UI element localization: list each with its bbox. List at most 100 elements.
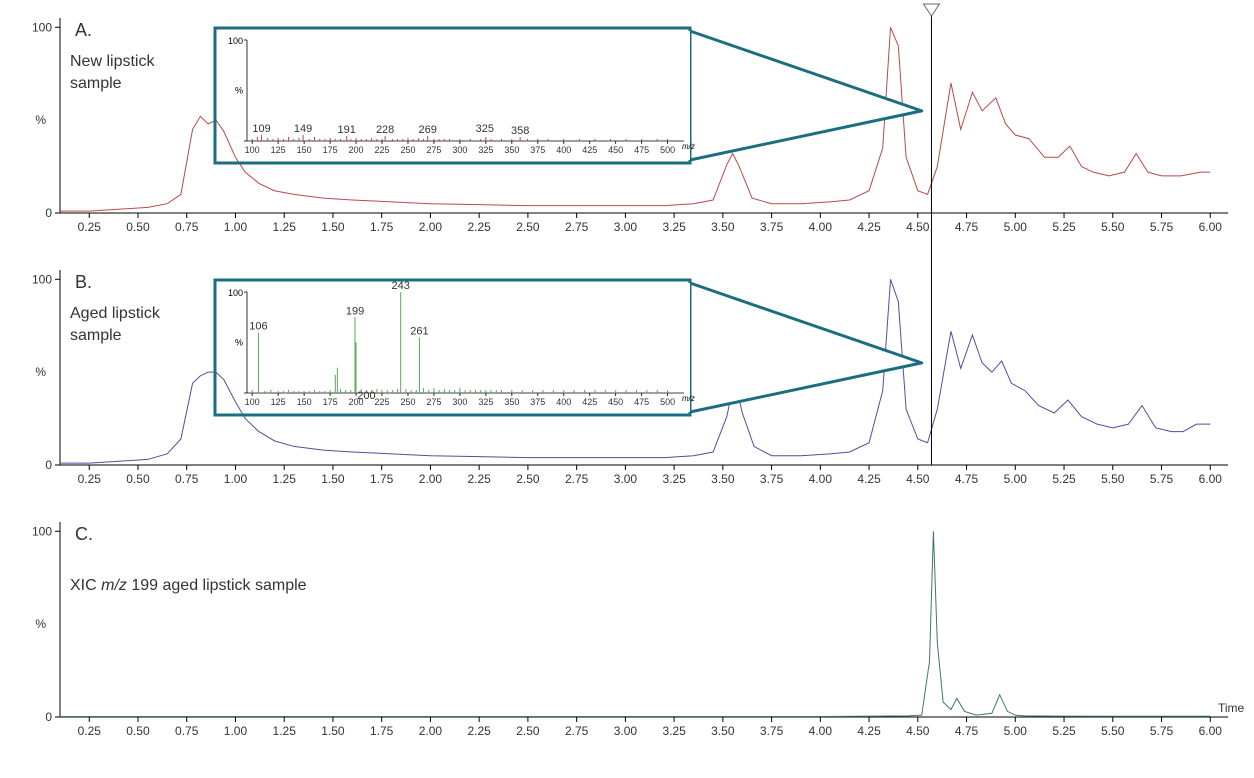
xtick: 3.00 — [614, 724, 638, 738]
inset-xtick: 275 — [426, 145, 441, 155]
y-percent-label: % — [35, 113, 46, 127]
xtick: 5.75 — [1150, 724, 1174, 738]
inset-xtick: 150 — [297, 145, 312, 155]
inset-peak-label: 261 — [410, 325, 428, 337]
xtick: 5.25 — [1052, 220, 1076, 234]
inset-peak-label: 269 — [419, 124, 437, 136]
xtick: 0.25 — [78, 220, 102, 234]
xtick: 1.75 — [370, 472, 394, 486]
xtick: 1.50 — [321, 220, 345, 234]
panel-B: 0 100% 0.25 0.50 0.75 1.00 1.25 1.50 1.75 2.00 2.2… — [32, 270, 1228, 486]
xtick: 3.00 — [614, 220, 638, 234]
ytick-100: 100 — [32, 20, 52, 34]
xtick: 5.25 — [1052, 472, 1076, 486]
inset-peak-label: 325 — [476, 123, 494, 135]
xtick: 5.00 — [1004, 724, 1028, 738]
inset-xtick: 425 — [582, 397, 597, 407]
panel-sub1: Aged lipstick — [70, 305, 161, 322]
xtick: 2.25 — [467, 220, 491, 234]
xtick: 4.00 — [809, 472, 833, 486]
ytick-100: 100 — [32, 524, 52, 538]
xtick: 3.25 — [662, 724, 686, 738]
y-percent-label: % — [35, 365, 46, 379]
xtick: 2.50 — [516, 220, 540, 234]
chromatogram-figure: 0 100% 0.25 0.50 0.75 1.00 1.25 1.50 1.75 2.00 2.2… — [0, 0, 1254, 778]
xtick: 0.25 — [78, 472, 102, 486]
trace-B — [60, 279, 1210, 463]
xtick: 4.75 — [955, 472, 979, 486]
xtick: 1.50 — [321, 472, 345, 486]
inset-xtick: 225 — [374, 397, 389, 407]
inset-xtick: 100 — [245, 397, 260, 407]
xtick: 3.50 — [711, 724, 735, 738]
inset-seam — [687, 31, 690, 160]
panel-sub2: sample — [70, 75, 122, 92]
ytick-0: 0 — [45, 710, 52, 724]
panel-sub2: sample — [70, 327, 122, 344]
inset-y100: 100 — [228, 36, 243, 46]
inset-xtick: 475 — [634, 397, 649, 407]
inset-xtick: 300 — [452, 145, 467, 155]
xtick: 3.75 — [760, 472, 784, 486]
xtick: 4.75 — [955, 724, 979, 738]
xtick: 1.00 — [224, 472, 248, 486]
ytick-0: 0 — [45, 206, 52, 220]
inset-ypct: % — [235, 86, 243, 96]
xtick: 4.50 — [906, 220, 930, 234]
xtick: 0.75 — [175, 724, 199, 738]
inset-xtick: 125 — [271, 145, 286, 155]
xtick: 1.00 — [224, 220, 248, 234]
inset-xtick: 450 — [608, 145, 623, 155]
xtick: 4.25 — [857, 472, 881, 486]
xtick: 5.50 — [1101, 724, 1125, 738]
time-label: Time — [1218, 701, 1245, 715]
xtick: 4.25 — [857, 724, 881, 738]
inset-xtick: 375 — [530, 145, 545, 155]
inset-xtick: 325 — [478, 397, 493, 407]
xtick: 3.50 — [711, 220, 735, 234]
inset-box — [215, 280, 690, 415]
ytick-0: 0 — [45, 458, 52, 472]
inset-peak-label: 106 — [249, 320, 267, 332]
inset-peak-label: 228 — [376, 124, 394, 136]
xtick: 2.25 — [467, 472, 491, 486]
xtick: 0.25 — [78, 724, 102, 738]
inset-xtick: 400 — [556, 145, 571, 155]
inset-xtick: 450 — [608, 397, 623, 407]
panel-sub1: New lipstick — [70, 53, 155, 70]
xtick: 3.50 — [711, 472, 735, 486]
xtick: 2.00 — [419, 724, 443, 738]
inset-peak-label: 358 — [511, 125, 529, 137]
xtick: 1.25 — [273, 472, 297, 486]
inset-peak-label: 243 — [392, 280, 410, 292]
xtick: 1.25 — [273, 724, 297, 738]
inset-xtick: 300 — [452, 397, 467, 407]
panel-id-C: C. — [75, 524, 93, 544]
inset-ypct: % — [235, 338, 243, 348]
inset-xtick: 250 — [400, 145, 415, 155]
xtick: 5.00 — [1004, 220, 1028, 234]
mz-label: m/z — [682, 394, 695, 403]
inset-xtick: 500 — [660, 145, 675, 155]
panel-id-B: B. — [75, 272, 92, 292]
xtick: 4.75 — [955, 220, 979, 234]
inset-xtick: 175 — [323, 145, 338, 155]
xtick: 2.00 — [419, 472, 443, 486]
xtick: 1.25 — [273, 220, 297, 234]
inset-xtick: 225 — [374, 145, 389, 155]
xtick: 5.50 — [1101, 220, 1125, 234]
xtick: 1.50 — [321, 724, 345, 738]
xtick: 0.50 — [126, 472, 150, 486]
xtick: 6.00 — [1199, 724, 1223, 738]
inset-xtick: 150 — [297, 397, 312, 407]
xtick: 3.75 — [760, 220, 784, 234]
inset-xtick: 475 — [634, 145, 649, 155]
inset-xtick: 250 — [400, 397, 415, 407]
xtick: 0.75 — [175, 472, 199, 486]
panel-sub: XIC m/z 199 aged lipstick sample — [70, 577, 307, 594]
xtick: 4.00 — [809, 220, 833, 234]
inset-xtick: 350 — [504, 145, 519, 155]
inset-xtick: 500 — [660, 397, 675, 407]
inset-xtick: 400 — [556, 397, 571, 407]
inset-xtick: 100 — [245, 145, 260, 155]
